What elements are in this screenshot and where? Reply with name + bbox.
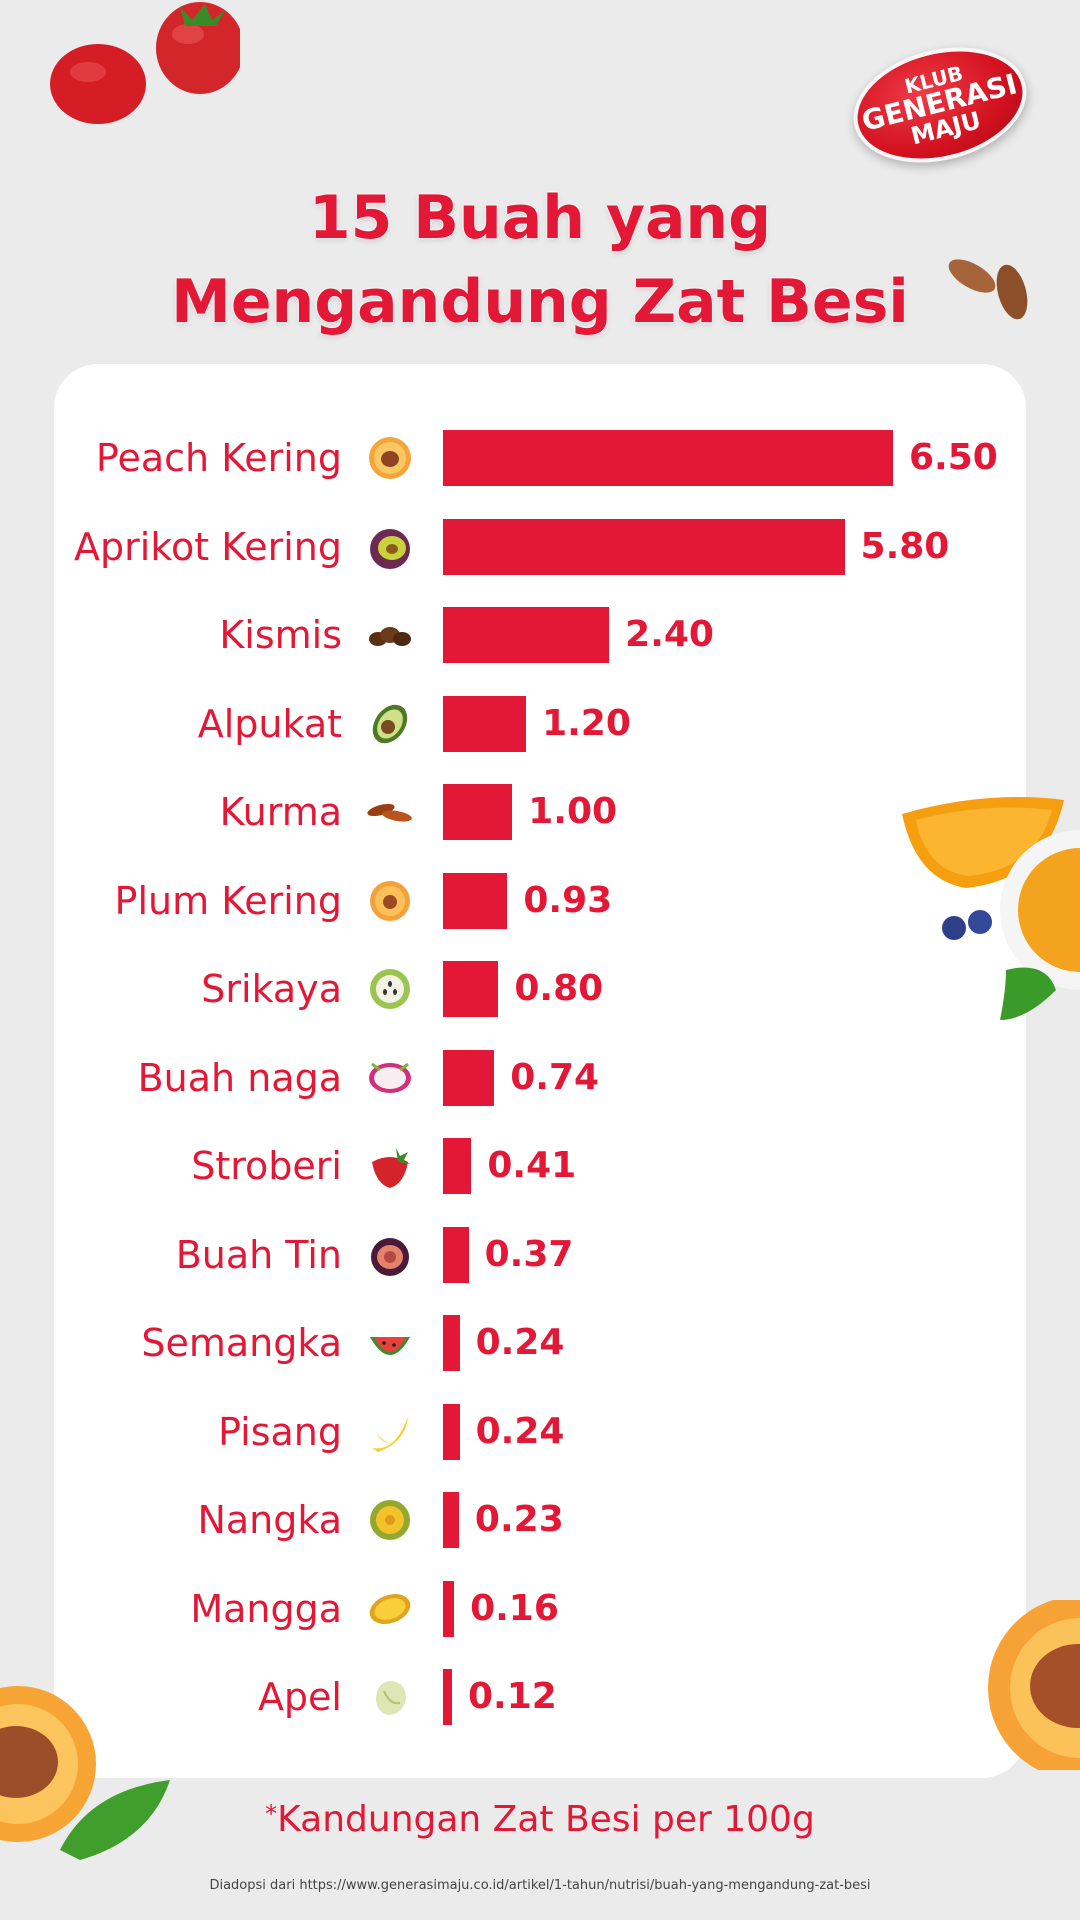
category-label: Buah naga (137, 1055, 342, 1100)
table-row: Pisang 0.24 (0, 1403, 1080, 1460)
peach-half-left-decoration-icon (0, 1686, 170, 1860)
bar (443, 872, 508, 929)
almonds-decoration-icon (948, 259, 1028, 320)
table-row: Kurma 1.00 (0, 784, 1080, 840)
source-attribution: Diadopsi dari https://www.generasimaju.c… (209, 1878, 871, 1893)
value-label: 0.80 (514, 968, 604, 1009)
footnote: *Kandungan Zat Besi per 100g (0, 1792, 1080, 1848)
bar (443, 1492, 459, 1548)
bar (443, 607, 610, 663)
table-row: Alpukat 1.20 (0, 695, 1080, 752)
bar (443, 1226, 469, 1283)
value-label: 0.24 (475, 1322, 565, 1363)
bar (443, 1138, 472, 1194)
category-label: Stroberi (191, 1144, 342, 1188)
value-label: 0.24 (475, 1410, 565, 1452)
chart-card (54, 364, 1026, 1778)
apple-icon (376, 1681, 406, 1715)
dragon-fruit-icon (369, 1062, 411, 1093)
table-row: Peach Kering 6.50 (0, 430, 1080, 486)
table-row: Buah naga 0.74 (0, 1049, 1080, 1106)
orange-tea-decoration-icon (902, 797, 1080, 1020)
peach-half-right-decoration-icon (988, 1600, 1080, 1770)
page-title: 15 Buah yang Mengandung Zat Besi (0, 176, 1080, 344)
footnote-asterisk: * (265, 1800, 278, 1828)
bar (443, 1049, 495, 1106)
table-row: Srikaya 0.80 (0, 961, 1080, 1017)
category-label: Srikaya (201, 967, 342, 1011)
table-row: Mangga 0.16 (0, 1580, 1080, 1637)
soursop-icon (370, 969, 410, 1009)
value-label: 1.20 (542, 702, 631, 744)
table-row: Kismis 2.40 (0, 607, 1080, 663)
category-label: Nangka (197, 1498, 342, 1542)
bar (443, 518, 845, 575)
footnote-text: Kandungan Zat Besi per 100g (277, 1799, 815, 1840)
fig-icon (371, 1237, 409, 1276)
mango-icon (369, 1593, 411, 1624)
category-label: Apel (257, 1675, 342, 1719)
category-label: Semangka (141, 1321, 342, 1365)
category-label: Pisang (218, 1409, 342, 1454)
strawberries-decoration-icon (50, 2, 240, 124)
bar (443, 430, 893, 486)
banana-icon (372, 1415, 408, 1452)
raisin-icon (369, 627, 411, 646)
bar (443, 695, 527, 752)
table-row: Plum Kering 0.93 (0, 872, 1080, 929)
table-row: Apel 0.12 (0, 1669, 1080, 1725)
table-row: Aprikot Kering 5.80 (0, 518, 1080, 575)
value-label: 1.00 (528, 791, 618, 832)
table-row: Stroberi 0.41 (0, 1138, 1080, 1194)
category-label: Aprikot Kering (74, 524, 342, 569)
value-label: 0.41 (487, 1145, 577, 1186)
value-label: 5.80 (860, 525, 950, 567)
bar (443, 961, 499, 1017)
category-label: Kismis (219, 613, 342, 657)
bar (443, 1403, 460, 1460)
category-label: Mangga (190, 1586, 342, 1631)
value-label: 0.74 (510, 1056, 600, 1098)
bar (443, 1669, 452, 1725)
avocado-icon (372, 704, 408, 743)
strawberry-icon (372, 1148, 410, 1188)
bar (443, 1580, 455, 1637)
jackfruit-icon (370, 1500, 410, 1540)
title-line-2: Mengandung Zat Besi (171, 267, 909, 337)
peach-icon (369, 437, 411, 479)
value-label: 0.23 (474, 1499, 564, 1540)
value-label: 0.12 (468, 1676, 557, 1717)
category-label: Plum Kering (114, 878, 342, 923)
title-line-1: 15 Buah yang (308, 183, 772, 253)
value-label: 0.37 (484, 1233, 574, 1275)
plum-icon (370, 880, 410, 921)
category-label: Buah Tin (175, 1232, 342, 1277)
date-icon (367, 803, 412, 822)
category-label: Kurma (219, 790, 342, 834)
value-label: 6.50 (909, 437, 998, 478)
apricot-icon (370, 528, 410, 569)
bar (443, 1315, 460, 1371)
value-label: 0.93 (523, 879, 613, 921)
table-row: Buah Tin 0.37 (0, 1226, 1080, 1283)
table-row: Semangka 0.24 (0, 1315, 1080, 1371)
category-label: Peach Kering (95, 436, 342, 480)
watermelon-icon (370, 1337, 410, 1355)
table-row: Nangka 0.23 (0, 1492, 1080, 1548)
value-label: 0.16 (470, 1587, 559, 1629)
value-label: 2.40 (625, 614, 714, 655)
category-label: Alpukat (197, 701, 342, 746)
bar (443, 784, 513, 840)
